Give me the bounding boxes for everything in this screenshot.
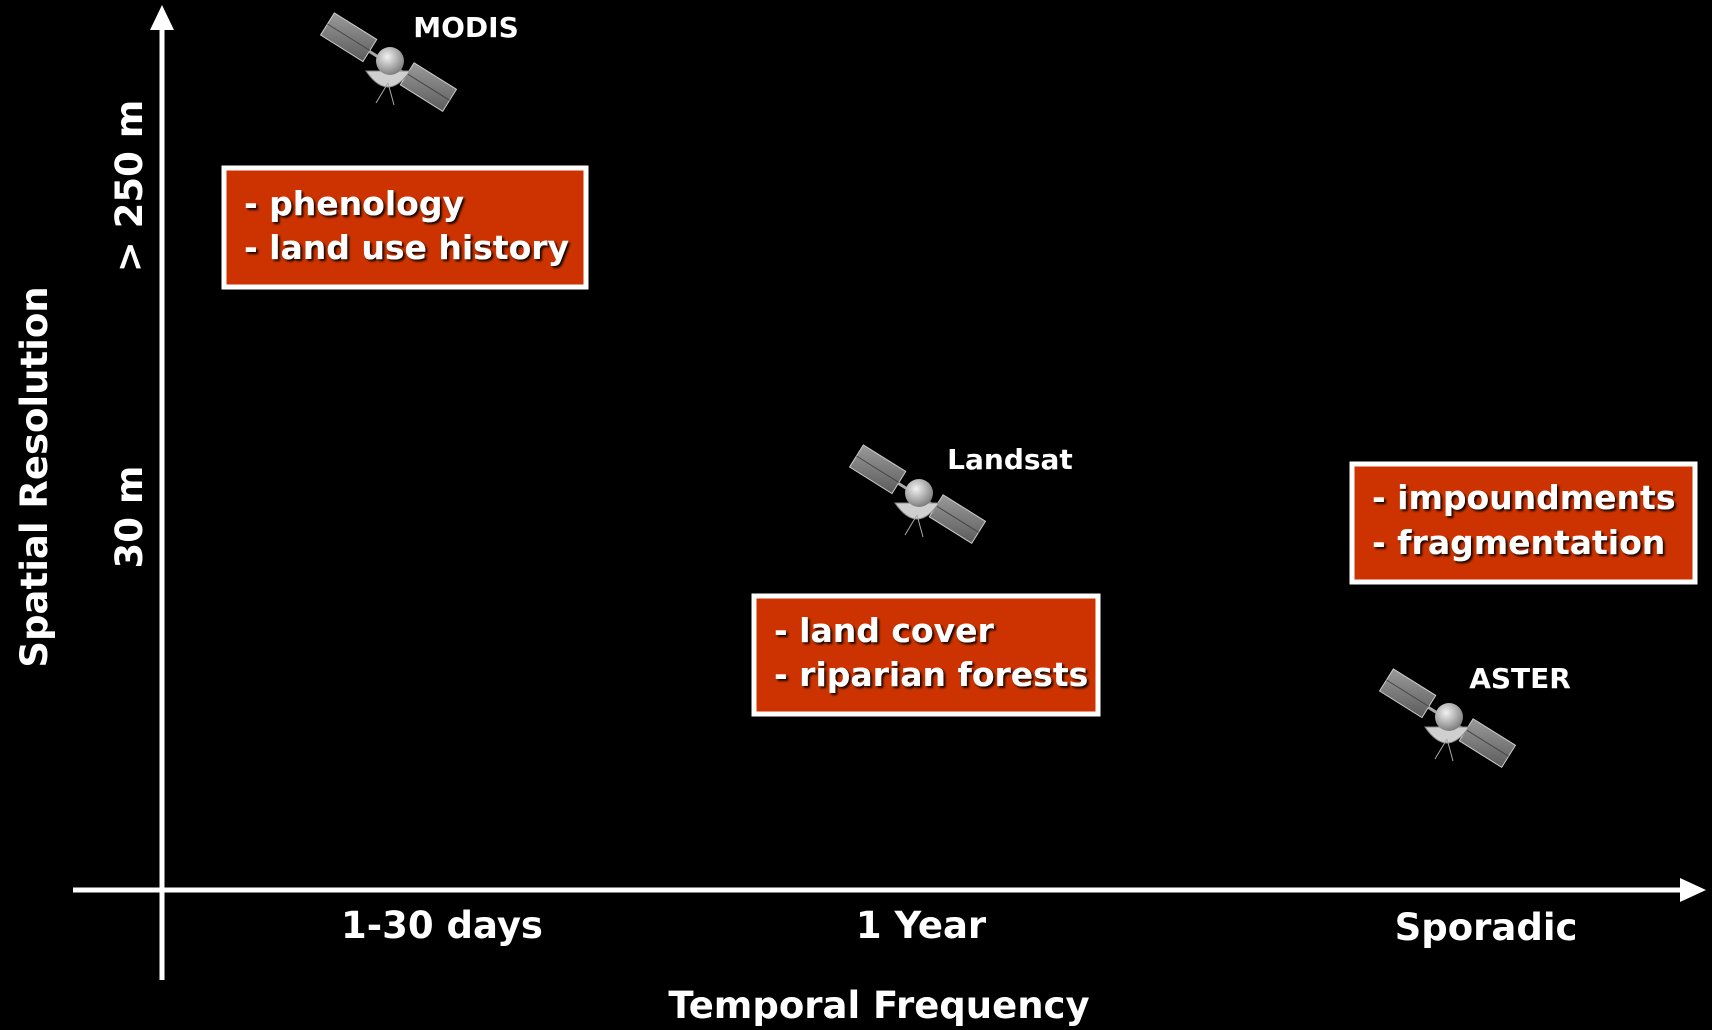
x-arrow: [1680, 878, 1706, 902]
application-box: [1349, 461, 1698, 585]
satellite-label: Landsat: [947, 443, 1073, 476]
y-axis-label: Spatial Resolution: [13, 286, 56, 667]
box-line: - fragmentation: [1372, 523, 1665, 562]
satellite-label: ASTER: [1469, 662, 1571, 695]
y-tick: 30 m: [108, 466, 151, 569]
x-tick: Sporadic: [1395, 906, 1578, 949]
x-tick: 1 Year: [856, 904, 987, 947]
box-line: - land use history: [244, 228, 569, 267]
box-line: - land cover: [774, 611, 994, 650]
x-axis-label: Temporal Frequency: [668, 984, 1089, 1027]
box-line: - phenology: [244, 184, 464, 223]
application-box: [221, 165, 589, 290]
y-arrow: [150, 5, 174, 30]
box-line: - riparian forests: [774, 655, 1088, 694]
y-tick: > 250 m: [108, 100, 151, 273]
satellite-label: MODIS: [413, 11, 519, 44]
box-line: - impoundments: [1372, 478, 1675, 517]
application-box: [751, 593, 1101, 717]
x-tick: 1-30 days: [341, 904, 543, 947]
